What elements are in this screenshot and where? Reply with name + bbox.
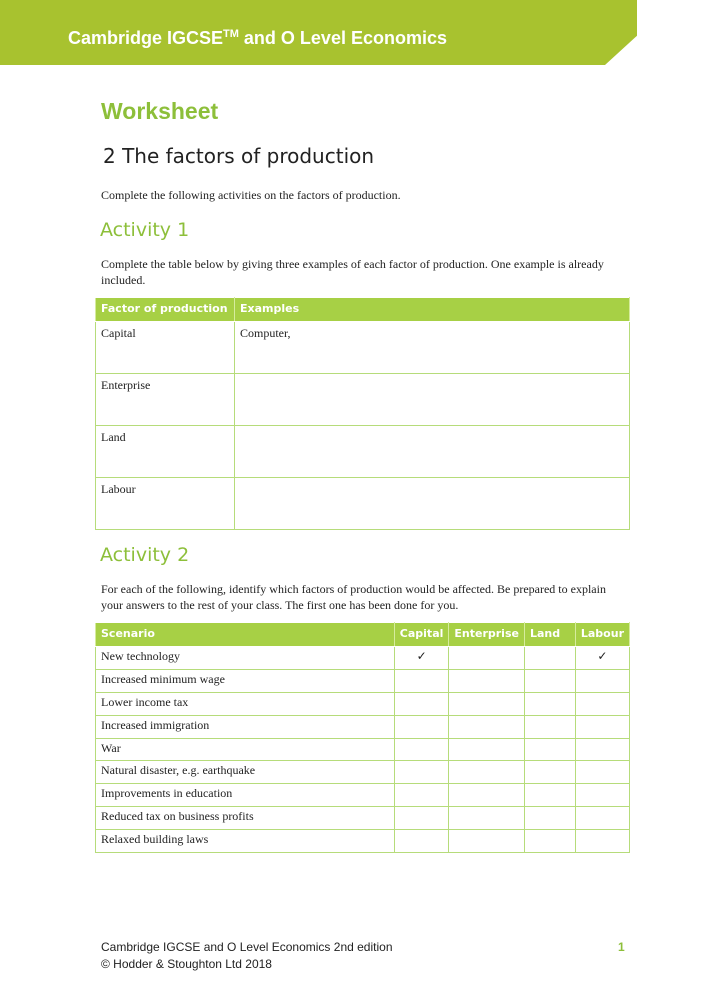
table-row: Lower income tax — [95, 691, 631, 716]
activity2-instructions: For each of the following, identify whic… — [101, 582, 606, 612]
scenario-cell: Reduced tax on business profits — [95, 806, 395, 831]
column-header: Examples — [234, 297, 630, 322]
examples-cell[interactable] — [234, 477, 630, 530]
labour-check-cell[interactable]: ✓ — [574, 646, 631, 670]
activity2-title: Activity 2 — [100, 544, 190, 566]
scenario-cell: Increased minimum wage — [95, 668, 395, 693]
land-check-cell[interactable] — [523, 714, 576, 739]
capital-check-cell[interactable] — [393, 691, 450, 716]
table-row: Improvements in education — [95, 783, 631, 808]
labour-check-cell[interactable] — [574, 691, 631, 716]
labour-check-cell[interactable] — [574, 783, 631, 808]
land-check-cell[interactable] — [523, 691, 576, 716]
activity1-instructions: Complete the table below by giving three… — [101, 257, 604, 287]
table-row: War — [95, 737, 631, 762]
scenario-cell: Lower income tax — [95, 691, 395, 716]
scenario-cell: War — [95, 737, 395, 762]
labour-check-cell[interactable] — [574, 714, 631, 739]
enterprise-check-cell[interactable] — [448, 668, 525, 693]
scenario-cell: Natural disaster, e.g. earthquake — [95, 760, 395, 785]
examples-cell[interactable] — [234, 425, 630, 478]
footer-copyright: © Hodder & Stoughton Ltd 2018 — [101, 957, 272, 971]
table-row: Enterprise — [95, 373, 630, 426]
land-check-cell[interactable] — [523, 829, 576, 854]
scenario-cell: Improvements in education — [95, 783, 395, 808]
table-row: Relaxed building laws — [95, 829, 631, 854]
land-check-cell[interactable] — [523, 760, 576, 785]
footer: Cambridge IGCSE and O Level Economics 2n… — [101, 939, 393, 973]
footer-edition: Cambridge IGCSE and O Level Economics 2n… — [101, 940, 393, 954]
examples-cell[interactable] — [234, 373, 630, 426]
examples-cell[interactable]: Computer, — [234, 321, 630, 374]
capital-check-cell[interactable] — [393, 668, 450, 693]
factor-cell: Land — [95, 425, 235, 478]
capital-check-cell[interactable]: ✓ — [393, 646, 450, 670]
table-row: Natural disaster, e.g. earthquake — [95, 760, 631, 785]
activity2-table: Scenario Capital Enterprise Land Labour New … — [95, 622, 631, 854]
table-row: Labour — [95, 477, 630, 530]
activity1-title: Activity 1 — [100, 219, 190, 241]
enterprise-check-cell[interactable] — [448, 783, 525, 808]
enterprise-check-cell[interactable] — [448, 691, 525, 716]
column-header: Enterprise — [448, 622, 525, 647]
table-row: Increased immigration — [95, 714, 631, 739]
table-row: Land — [95, 425, 630, 478]
capital-check-cell[interactable] — [393, 829, 450, 854]
labour-check-cell[interactable] — [574, 806, 631, 831]
column-header: Capital — [393, 622, 450, 647]
capital-check-cell[interactable] — [393, 737, 450, 762]
column-header: Land — [523, 622, 576, 647]
page-number: 1 — [618, 940, 625, 954]
page-title: 2 The factors of production — [103, 144, 375, 168]
enterprise-check-cell[interactable] — [448, 806, 525, 831]
factor-cell: Labour — [95, 477, 235, 530]
enterprise-check-cell[interactable] — [448, 737, 525, 762]
enterprise-check-cell[interactable] — [448, 829, 525, 854]
column-header: Labour — [574, 622, 631, 647]
scenario-cell: Relaxed building laws — [95, 829, 395, 854]
capital-check-cell[interactable] — [393, 714, 450, 739]
enterprise-check-cell[interactable] — [448, 760, 525, 785]
scenario-cell: Increased immigration — [95, 714, 395, 739]
labour-check-cell[interactable] — [574, 737, 631, 762]
header-banner — [0, 0, 637, 65]
capital-check-cell[interactable] — [393, 806, 450, 831]
activity1-table: Factor of production Examples Capital Comp… — [95, 297, 630, 530]
column-header: Factor of production — [95, 297, 235, 322]
factor-cell: Capital — [95, 321, 235, 374]
enterprise-check-cell[interactable] — [448, 646, 525, 670]
scenario-cell: New technology — [95, 646, 395, 670]
header-title: Cambridge IGCSETM and O Level Economics — [68, 28, 447, 48]
land-check-cell[interactable] — [523, 668, 576, 693]
capital-check-cell[interactable] — [393, 760, 450, 785]
page-heading: Worksheet — [101, 98, 219, 124]
labour-check-cell[interactable] — [574, 760, 631, 785]
land-check-cell[interactable] — [523, 737, 576, 762]
intro-text: Complete the following activities on the… — [101, 188, 401, 202]
factor-cell: Enterprise — [95, 373, 235, 426]
land-check-cell[interactable] — [523, 783, 576, 808]
labour-check-cell[interactable] — [574, 668, 631, 693]
table-row: Capital Computer, — [95, 321, 630, 374]
land-check-cell[interactable] — [523, 646, 576, 670]
column-header: Scenario — [95, 622, 395, 647]
enterprise-check-cell[interactable] — [448, 714, 525, 739]
table-row: Increased minimum wage — [95, 668, 631, 693]
labour-check-cell[interactable] — [574, 829, 631, 854]
capital-check-cell[interactable] — [393, 783, 450, 808]
land-check-cell[interactable] — [523, 806, 576, 831]
table-row: Reduced tax on business profits — [95, 806, 631, 831]
table-row: New technology ✓ ✓ — [95, 646, 631, 670]
